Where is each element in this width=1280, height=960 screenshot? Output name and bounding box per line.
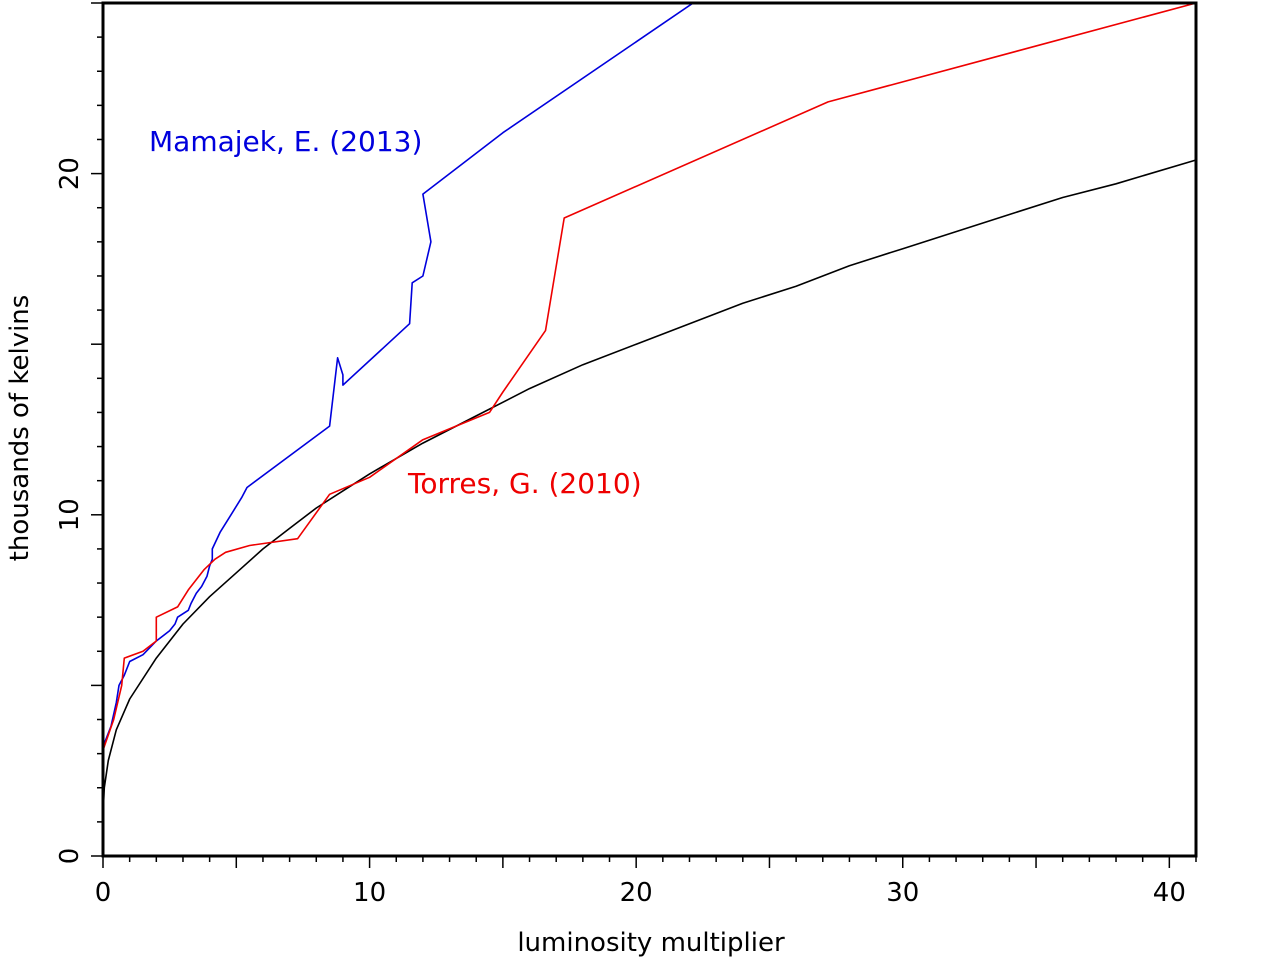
y-tick-label-10: 10: [55, 498, 85, 531]
axes: 0 10 20 30 40 0 10 20: [55, 1, 1198, 908]
series-label-mamajek: Mamajek, E. (2013): [149, 125, 422, 158]
y-tick-label-0: 0: [55, 848, 85, 865]
right-mask: [1198, 0, 1280, 960]
series-line-2: [102, 2, 1197, 751]
plot-frame: [101, 1, 1198, 858]
series-label-torres: Torres, G. (2010): [407, 467, 642, 500]
x-tick-label-10: 10: [353, 878, 386, 908]
series-line-0: [102, 159, 1197, 816]
y-tick-label-20: 20: [55, 157, 85, 190]
series-line-1: [102, 0, 699, 748]
y-axis-label: thousands of kelvins: [5, 295, 35, 562]
x-axis-label: luminosity multiplier: [517, 928, 785, 958]
x-tick-label-40: 40: [1153, 878, 1186, 908]
x-tick-label-0: 0: [95, 878, 112, 908]
top-mask: [0, 0, 1280, 2]
x-tick-label-30: 30: [886, 878, 919, 908]
x-tick-label-20: 20: [620, 878, 653, 908]
